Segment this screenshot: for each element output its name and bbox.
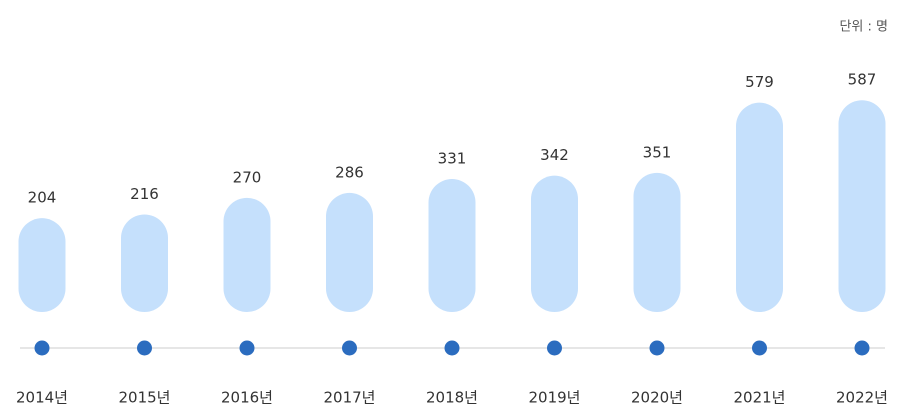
x-tick-label: 2019년: [529, 389, 581, 407]
value-label: 270: [233, 168, 262, 186]
bar: [18, 218, 66, 312]
x-tick-label: 2022년: [836, 389, 888, 407]
bar: [838, 100, 886, 312]
x-tick-label: 2021년: [734, 389, 786, 407]
value-label: 351: [643, 143, 672, 161]
value-label: 579: [745, 73, 774, 91]
x-tick-label: 2018년: [426, 389, 478, 407]
timeline-dot: [649, 340, 665, 356]
bar: [223, 197, 271, 312]
timeline-dot: [239, 340, 255, 356]
x-tick-label: 2015년: [119, 389, 171, 407]
value-label: 286: [335, 163, 364, 181]
bar: [736, 102, 783, 312]
value-label: 204: [28, 189, 57, 207]
x-tick-label: 2020년: [631, 389, 683, 407]
timeline-dot: [547, 340, 562, 356]
value-label: 216: [130, 185, 159, 203]
bar: [121, 214, 168, 312]
timeline-dot: [444, 340, 460, 356]
x-tick-label: 2017년: [324, 389, 376, 407]
timeline-dot: [752, 340, 767, 356]
value-label: 331: [438, 150, 467, 168]
bar: [531, 175, 578, 312]
bar: [633, 172, 681, 312]
bar: [326, 192, 373, 312]
x-tick-label: 2014년: [16, 389, 68, 407]
value-label: 587: [848, 71, 877, 89]
timeline-dot: [34, 340, 50, 356]
x-tick-label: 2016년: [221, 389, 273, 407]
value-label: 342: [540, 146, 569, 164]
bar: [428, 179, 476, 312]
timeline-dot: [854, 340, 870, 356]
timeline-dot: [342, 340, 357, 356]
timeline-dot: [137, 340, 152, 356]
unit-label: 단위 : 명: [839, 20, 888, 35]
